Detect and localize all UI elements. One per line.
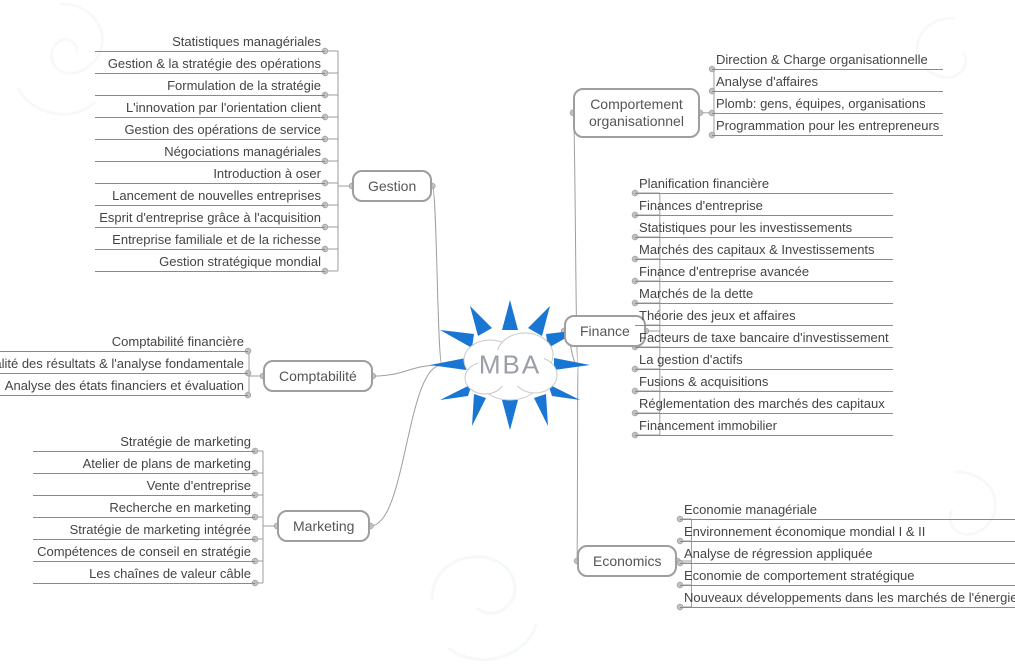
branch-label: Marketing — [293, 518, 354, 534]
list-item[interactable]: Analyse d'affaires — [712, 70, 943, 92]
list-item[interactable]: Compétences de conseil en stratégie — [33, 540, 255, 562]
list-item[interactable]: Analyse des états financiers et évaluati… — [0, 374, 248, 396]
list-comptabilite: Comptabilité financièreLa qualité des ré… — [0, 330, 248, 396]
list-item[interactable]: Entreprise familiale et de la richesse — [95, 228, 325, 250]
list-item[interactable]: Gestion & la stratégie des opérations — [95, 52, 325, 74]
decorative-swirl — [380, 520, 580, 664]
list-item[interactable]: Lancement de nouvelles entreprises — [95, 184, 325, 206]
list-item[interactable]: Vente d'entreprise — [33, 474, 255, 496]
branch-finance[interactable]: Finance — [564, 315, 646, 347]
branch-label: Economics — [593, 553, 661, 569]
list-item[interactable]: Fusions & acquisitions — [635, 370, 893, 392]
list-item[interactable]: Stratégie de marketing intégrée — [33, 518, 255, 540]
list-item[interactable]: Analyse de régression appliquée — [680, 542, 1015, 564]
list-marketing: Stratégie de marketingAtelier de plans d… — [33, 430, 255, 584]
list-item[interactable]: Marchés des capitaux & Investissements — [635, 238, 893, 260]
list-item[interactable]: Statistiques pour les investissements — [635, 216, 893, 238]
list-item[interactable]: Marchés de la dette — [635, 282, 893, 304]
list-item[interactable]: Les chaînes de valeur câble — [33, 562, 255, 584]
list-item[interactable]: Finance d'entreprise avancée — [635, 260, 893, 282]
list-finance: Planification financièreFinances d'entre… — [635, 172, 893, 436]
list-item[interactable]: Finances d'entreprise — [635, 194, 893, 216]
list-item[interactable]: Economie managériale — [680, 498, 1015, 520]
list-item[interactable]: Facteurs de taxe bancaire d'investisseme… — [635, 326, 893, 348]
list-item[interactable]: Financement immobilier — [635, 414, 893, 436]
list-item[interactable]: Formulation de la stratégie — [95, 74, 325, 96]
branch-label: Finance — [580, 323, 630, 339]
center-label: MBA — [479, 350, 541, 381]
list-item[interactable]: Plomb: gens, équipes, organisations — [712, 92, 943, 114]
list-item[interactable]: Comptabilité financière — [0, 330, 248, 352]
list-economics: Economie managérialeEnvironnement économ… — [680, 498, 1015, 608]
list-item[interactable]: Introduction à oser — [95, 162, 325, 184]
branch-label: Gestion — [368, 178, 416, 194]
branch-label: Comportement organisationnel — [589, 96, 684, 129]
branch-marketing[interactable]: Marketing — [277, 510, 370, 542]
branch-economics[interactable]: Economics — [577, 545, 677, 577]
list-item[interactable]: Stratégie de marketing — [33, 430, 255, 452]
branch-comportement[interactable]: Comportement organisationnel — [573, 88, 700, 138]
list-comportement: Direction & Charge organisationnelleAnal… — [712, 48, 943, 136]
list-item[interactable]: Direction & Charge organisationnelle — [712, 48, 943, 70]
list-item[interactable]: Recherche en marketing — [33, 496, 255, 518]
list-item[interactable]: Gestion stratégique mondial — [95, 250, 325, 272]
list-item[interactable]: La qualité des résultats & l'analyse fon… — [0, 352, 248, 374]
list-item[interactable]: L'innovation par l'orientation client — [95, 96, 325, 118]
branch-gestion[interactable]: Gestion — [352, 170, 432, 202]
list-item[interactable]: Négociations managériales — [95, 140, 325, 162]
list-item[interactable]: Economie de comportement stratégique — [680, 564, 1015, 586]
list-item[interactable]: Programmation pour les entrepreneurs — [712, 114, 943, 136]
branch-comptabilite[interactable]: Comptabilité — [263, 360, 373, 392]
list-gestion: Statistiques managérialesGestion & la st… — [95, 30, 325, 272]
list-item[interactable]: Réglementation des marchés des capitaux — [635, 392, 893, 414]
list-item[interactable]: Statistiques managériales — [95, 30, 325, 52]
list-item[interactable]: Atelier de plans de marketing — [33, 452, 255, 474]
list-item[interactable]: La gestion d'actifs — [635, 348, 893, 370]
list-item[interactable]: Gestion des opérations de service — [95, 118, 325, 140]
list-item[interactable]: Environnement économique mondial I & II — [680, 520, 1015, 542]
list-item[interactable]: Nouveaux développements dans les marchés… — [680, 586, 1015, 608]
list-item[interactable]: Esprit d'entreprise grâce à l'acquisitio… — [95, 206, 325, 228]
list-item[interactable]: Théorie des jeux et affaires — [635, 304, 893, 326]
branch-label: Comptabilité — [279, 368, 357, 384]
list-item[interactable]: Planification financière — [635, 172, 893, 194]
